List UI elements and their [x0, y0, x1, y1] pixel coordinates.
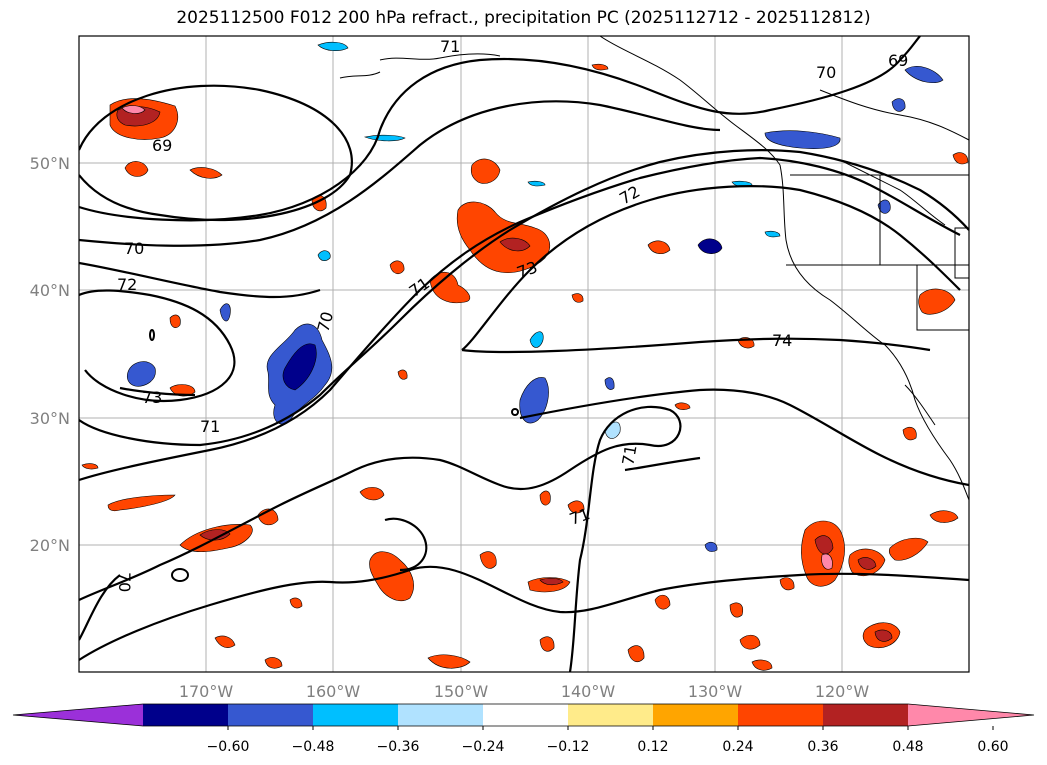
contour-label: 71 [200, 417, 220, 436]
contour-label: 73 [142, 388, 162, 407]
colorbar-tick-label: −0.48 [292, 739, 335, 755]
latitude-labels: 50°N 40°N 30°N 20°N [30, 154, 70, 555]
lon-label: 170°W [179, 682, 234, 701]
contour-label: 71 [618, 443, 640, 466]
contour-label: 70 [314, 310, 338, 335]
colorbar-tick-label: 0.12 [637, 739, 668, 755]
colorbar-ticks: −0.60 −0.48 −0.36 −0.24 −0.12 0.12 0.24 0.36 0.4… [207, 726, 1009, 755]
colorbar-outline [12, 703, 1035, 727]
colorbar-swatch [568, 704, 653, 726]
colorbar-tick-label: −0.12 [547, 739, 590, 755]
contour-labels: 69 69 70 70 70 70 71 71 71 71 71 72 72 7… [115, 37, 908, 592]
contour-label: 70 [115, 572, 134, 592]
colorbar-tick-label: −0.36 [377, 739, 420, 755]
colorbar-tick-label: 0.36 [807, 739, 838, 755]
map-title: 2025112500 F012 200 hPa refract., precip… [176, 8, 871, 28]
lon-label: 140°W [561, 682, 616, 701]
lon-label: 130°W [688, 682, 743, 701]
longitude-labels: 170°W 160°W 150°W 140°W 130°W 120°W [179, 682, 870, 701]
colorbar-swatch [143, 704, 228, 726]
lat-label: 40°N [30, 281, 70, 300]
colorbar-tick-label: −0.60 [207, 739, 250, 755]
colorbar-tick-label: −0.24 [462, 739, 505, 755]
colorbar-swatch [398, 704, 483, 726]
lon-label: 120°W [815, 682, 870, 701]
colorbar-swatch [228, 704, 313, 726]
lat-label: 20°N [30, 536, 70, 555]
contour-label: 70 [124, 239, 144, 258]
colorbar-tick-label: 0.48 [892, 739, 923, 755]
lat-label: 30°N [30, 409, 70, 428]
contour-label: 69 [888, 51, 908, 70]
colorbar-swatch [313, 704, 398, 726]
lat-label: 50°N [30, 154, 70, 173]
contour-label: 70 [816, 63, 836, 82]
contour-label: 69 [152, 136, 172, 155]
colorbar-tick-label: 0.60 [977, 739, 1008, 755]
colorbar-tick-label: 0.24 [722, 739, 753, 755]
contour-label: 71 [440, 37, 460, 56]
small-contour-rings [149, 329, 519, 582]
refractivity-contours [79, 36, 969, 672]
map-frame [78, 35, 970, 673]
colorbar-swatch [653, 704, 738, 726]
lon-label: 160°W [306, 682, 361, 701]
colorbar-swatch [483, 704, 568, 726]
precipitation-fields [81, 41, 969, 671]
colorbar-extend-max [908, 704, 1034, 726]
colorbar-swatch [738, 704, 823, 726]
contour-label: 72 [117, 275, 137, 294]
lon-label: 150°W [434, 682, 489, 701]
colorbar-swatch [823, 704, 908, 726]
contour-label: 74 [772, 331, 792, 350]
colorbar [12, 703, 1035, 727]
colorbar-extend-min [13, 704, 143, 726]
